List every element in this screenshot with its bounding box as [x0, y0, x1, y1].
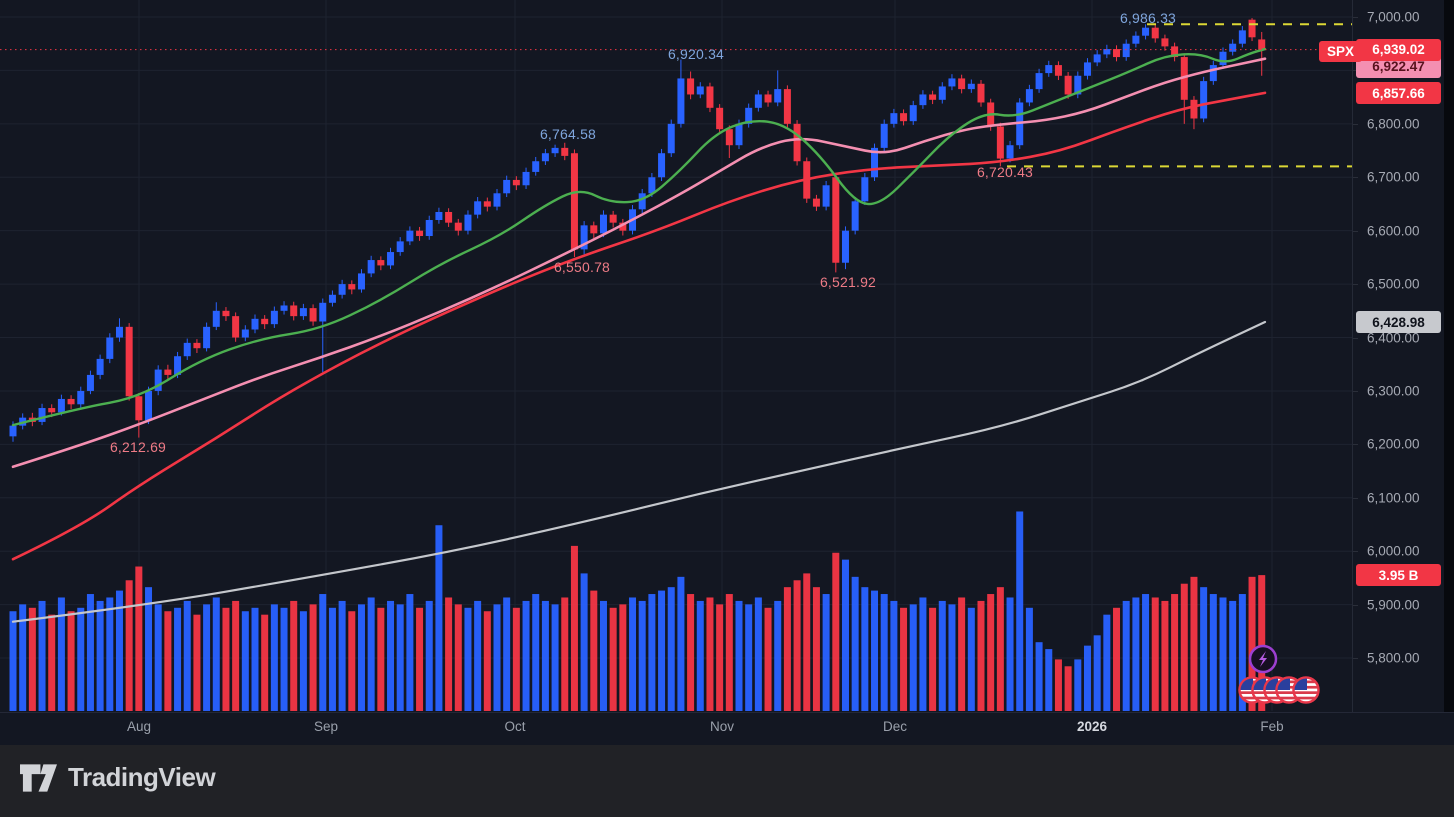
price-axis-label: 6,200.00: [1367, 436, 1420, 452]
candlestick-series: [9, 18, 1266, 442]
time-axis-label: Oct: [504, 719, 526, 734]
price-axis-tick: [1353, 123, 1358, 125]
ma-pink-value-badge: 6,922.47: [1356, 55, 1441, 78]
last-price-badge: 6,939.02: [1356, 38, 1441, 61]
price-axis-tick: [1353, 70, 1358, 72]
time-axis-label: Feb: [1260, 719, 1284, 734]
price-axis-label: 5,800.00: [1367, 650, 1420, 666]
price-axis-label: 6,000.00: [1367, 543, 1420, 559]
event-flag-markers[interactable]: [1238, 676, 1320, 704]
ma-pink-medium: [11, 57, 1267, 469]
price-axis-label: 6,600.00: [1367, 223, 1420, 239]
tradingview-logo-text: TradingView: [68, 762, 216, 792]
price-axis-tick: [1353, 177, 1358, 179]
time-axis-label: Dec: [882, 719, 908, 734]
price-axis-tick: [1353, 337, 1358, 339]
footer-bar: TradingView: [0, 745, 1454, 817]
volume-series: [9, 511, 1266, 711]
tradingview-logo[interactable]: TradingView: [20, 762, 216, 793]
price-axis-tick: [1353, 604, 1358, 606]
price-axis-label: 6,100.00: [1367, 490, 1420, 506]
candlestick-chart-canvas[interactable]: [0, 0, 1352, 745]
price-axis-label: 6,700.00: [1367, 169, 1420, 185]
price-axis-label: 5,900.00: [1367, 597, 1420, 613]
symbol-chip: SPX: [1319, 41, 1363, 62]
time-axis-label: Nov: [709, 719, 735, 734]
price-axis[interactable]: 6,922.47 6,939.02 6,857.66 6,428.98 3.95…: [1352, 0, 1445, 745]
ma-white-value-badge: 6,428.98: [1356, 311, 1441, 334]
price-axis-tick: [1353, 390, 1358, 392]
ma-white-200: [11, 320, 1267, 623]
volume-value-badge: 3.95 B: [1356, 564, 1441, 587]
time-axis-label: Aug: [126, 719, 152, 734]
price-axis-tick: [1353, 17, 1358, 18]
price-axis-tick: [1353, 284, 1358, 286]
tradingview-logo-icon: [20, 763, 57, 792]
time-axis-label: 2026: [1076, 719, 1108, 734]
price-axis-tick: [1353, 658, 1358, 660]
price-axis-label: 6,300.00: [1367, 383, 1420, 399]
price-axis-tick: [1353, 444, 1358, 446]
price-axis-tick: [1353, 497, 1358, 499]
price-axis-label: 6,500.00: [1367, 276, 1420, 292]
us-flag-icon[interactable]: [1292, 676, 1320, 704]
price-axis-tick: [1353, 230, 1358, 232]
price-axis-label: 7,000.00: [1367, 9, 1420, 25]
lightning-event-icon[interactable]: [1248, 644, 1278, 674]
price-axis-label: 6,400.00: [1367, 330, 1420, 346]
ma-red-slow: [11, 91, 1267, 561]
time-axis[interactable]: Aug Sep Oct Nov Dec 2026 Feb: [0, 712, 1454, 746]
grid-lines: [0, 0, 1352, 711]
time-axis-label: Sep: [313, 719, 339, 734]
ma-red-value-badge: 6,857.66: [1356, 82, 1441, 105]
ma-green-fast: [11, 47, 1267, 427]
right-scroll-strip[interactable]: [1444, 0, 1454, 745]
price-axis-label: 6,800.00: [1367, 116, 1420, 132]
price-axis-tick: [1353, 551, 1358, 553]
